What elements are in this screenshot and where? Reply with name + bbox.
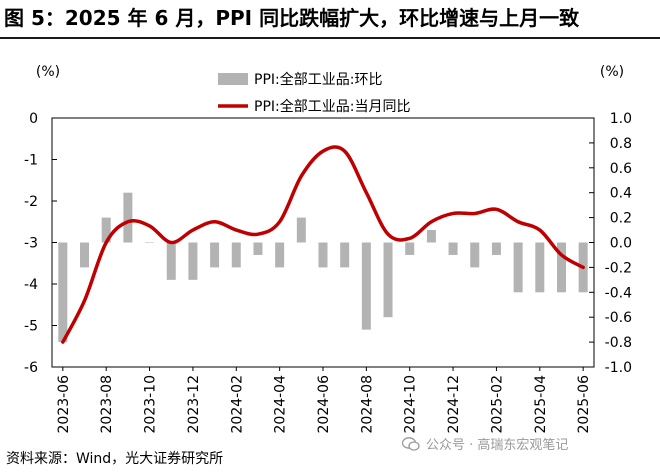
ppi-chart: (%) 0 -1 -2 -3 -4 -5 -6 (%) 1.0 0.8 0.6 0.4 0.2 0.0 -0… [24,64,632,434]
chart-title: 图 5：2025 年 6 月，PPI 同比跌幅扩大，环比增速与上月一致 [4,6,580,30]
left-axis-unit: (%) [36,64,60,80]
mom-bar [318,242,328,268]
x-tick-label: 2024-02 [229,375,245,434]
right-tick-label: 0.6 [610,161,632,177]
mom-bar [80,242,90,268]
source-note: 资料来源：Wind，光大证券研究所 [6,451,224,467]
left-tick-label: -6 [24,360,38,376]
x-tick-label: 2024-12 [446,375,462,434]
left-tick-label: -3 [24,236,38,252]
left-tick-label: -4 [24,277,38,293]
x-tick-label: 2023-08 [99,375,115,434]
x-tick-label: 2025-06 [576,375,592,434]
right-tick-label: -0.8 [605,335,632,351]
mom-bar [361,242,371,330]
mom-bar [188,242,198,280]
mom-bar [470,242,480,268]
watermark-text: 公众号 · 高瑞东宏观笔记 [426,438,569,453]
x-tick-label: 2023-10 [143,375,159,434]
legend-bar-label: PPI:全部工业品:环比 [254,71,382,88]
mom-bar [513,242,523,293]
right-tick-label: 1.0 [610,111,632,127]
right-axis-unit: (%) [600,64,624,80]
right-tick-label: 0.2 [610,211,632,227]
left-tick-label: -2 [24,194,38,210]
mom-bar [340,242,350,268]
wechat-icon [402,436,420,451]
yoy-line [61,145,585,344]
title-divider [0,37,660,39]
mom-bar [253,242,263,255]
mom-bar [275,242,285,268]
x-tick-label: 2024-06 [316,375,332,434]
legend-line-label: PPI:全部工业品:当月同比 [254,98,410,115]
mom-bar [535,242,545,293]
legend-bar-swatch [218,73,248,85]
x-tick-label: 2025-04 [533,375,549,434]
right-tick-label: -1.0 [605,360,632,376]
right-tick-label: -0.2 [605,260,632,276]
x-tick-label: 2024-04 [273,375,289,434]
mom-bar [210,242,220,268]
x-tick-label: 2024-10 [403,375,419,434]
mom-bar [405,242,415,255]
mom-bar [231,242,241,268]
mom-bar [296,217,306,243]
left-tick-label: -1 [24,153,38,169]
right-tick-label: 0.0 [610,236,632,252]
x-tick-label: 2023-12 [186,375,202,434]
left-tick-label: -5 [24,319,38,335]
mom-bar [101,217,111,243]
right-tick-label: 0.8 [610,136,632,152]
right-tick-label: -0.4 [605,285,632,301]
mom-bar [58,242,68,343]
mom-bar [145,242,155,243]
mom-bar [556,242,566,293]
right-tick-label: -0.6 [605,310,632,326]
mom-bar [491,242,501,255]
x-tick-label: 2023-06 [56,375,72,434]
right-tick-label: 0.4 [610,186,632,202]
mom-bar [123,192,133,243]
mom-bar [448,242,458,255]
x-tick-label: 2024-08 [359,375,375,434]
watermark: 公众号 · 高瑞东宏观笔记 [402,434,568,453]
mom-bar [383,242,393,318]
x-tick-label: 2025-02 [489,375,505,434]
mom-bar [426,230,436,243]
left-tick-label: 0 [29,111,38,127]
mom-bar [166,242,176,280]
